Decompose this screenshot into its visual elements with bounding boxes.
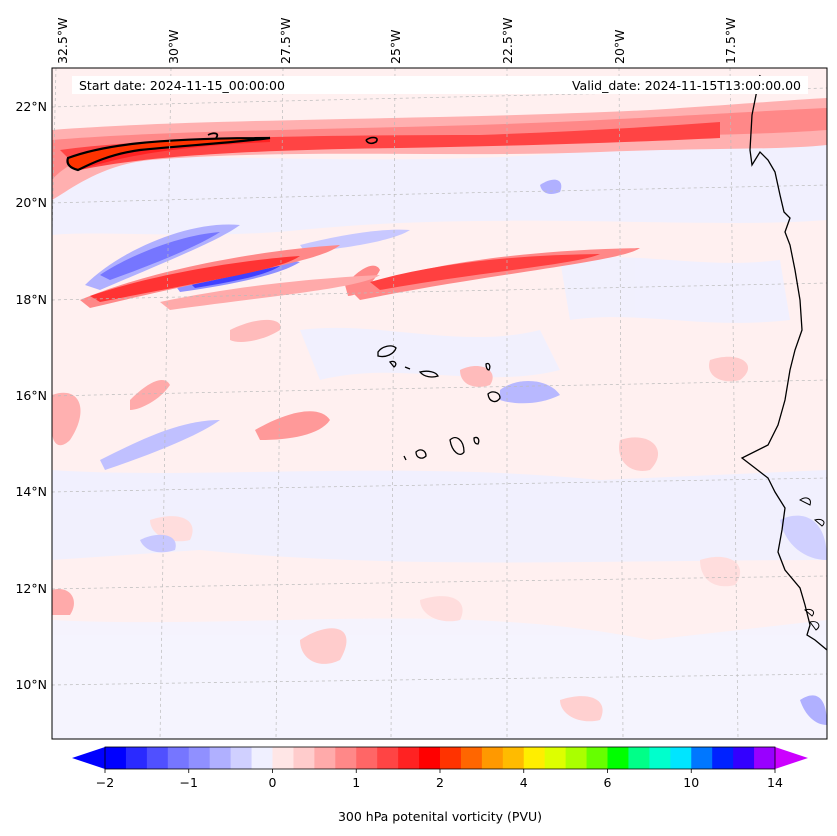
date-banner bbox=[72, 76, 808, 94]
colorbar-extend-high bbox=[775, 747, 808, 769]
colorbar-bin bbox=[146, 747, 169, 769]
map-panel bbox=[52, 68, 827, 739]
lon-label-20w: 20°W bbox=[612, 29, 627, 64]
colorbar-bin bbox=[544, 747, 567, 769]
start-date: Start date: 2024-11-15_00:00:00 bbox=[79, 78, 285, 93]
lat-label-12n: 12°N bbox=[15, 581, 47, 596]
lat-label-22n: 22°N bbox=[15, 99, 47, 114]
lon-label-30w: 30°W bbox=[166, 29, 181, 64]
colorbar-bin bbox=[754, 747, 776, 769]
colorbar-bin bbox=[502, 747, 525, 769]
colorbar-bin bbox=[356, 747, 378, 769]
colorbar-bin bbox=[251, 747, 273, 769]
lon-label-17-5w: 17.5°W bbox=[723, 18, 738, 64]
pv-contour bbox=[66, 136, 271, 172]
colorbar-bins bbox=[105, 747, 776, 769]
colorbar: −2 −1 0 1 2 4 6 10 14 300 hPa potenital vorticit… bbox=[72, 746, 808, 824]
colorbar-label: 300 hPa potenital vorticity (PVU) bbox=[338, 809, 542, 824]
colorbar-bin bbox=[314, 747, 336, 769]
colorbar-tick-label: 1 bbox=[352, 775, 360, 790]
colorbar-bin bbox=[691, 747, 713, 769]
colorbar-bin bbox=[733, 747, 755, 769]
colorbar-bin bbox=[377, 747, 399, 769]
colorbar-tick-label: −1 bbox=[180, 775, 198, 790]
colorbar-tick-label: 0 bbox=[269, 775, 277, 790]
colorbar-bin bbox=[460, 747, 483, 769]
colorbar-extend-low bbox=[72, 747, 105, 769]
colorbar-bin bbox=[419, 747, 441, 769]
colorbar-bin bbox=[440, 747, 462, 769]
pv-field-low bbox=[52, 140, 827, 739]
lon-label-25w: 25°W bbox=[388, 29, 403, 64]
colorbar-tick-label: 2 bbox=[436, 775, 444, 790]
colorbar-tick-label: 6 bbox=[604, 775, 612, 790]
colorbar-bin bbox=[670, 747, 692, 769]
pv-contour-small bbox=[207, 132, 219, 139]
colorbar-bin bbox=[586, 747, 608, 769]
colorbar-bin bbox=[125, 747, 148, 769]
colorbar-bin bbox=[209, 747, 232, 769]
lat-label-10n: 10°N bbox=[15, 677, 47, 692]
lon-label-22-5w: 22.5°W bbox=[500, 18, 515, 64]
cape-verde-islands bbox=[377, 345, 501, 461]
colorbar-bin bbox=[712, 747, 734, 769]
colorbar-bin bbox=[523, 747, 546, 769]
colorbar-tick-label: −2 bbox=[96, 775, 114, 790]
colorbar-bin bbox=[272, 747, 294, 769]
colorbar-bin bbox=[398, 747, 420, 769]
colorbar-bin bbox=[565, 747, 588, 769]
valid-date: Valid_date: 2024-11-15T13:00:00.00 bbox=[572, 78, 801, 93]
colorbar-tick-label: 14 bbox=[767, 775, 783, 790]
lat-label-14n: 14°N bbox=[15, 484, 47, 499]
colorbar-bin bbox=[230, 747, 253, 769]
lat-label-18n: 18°N bbox=[15, 292, 47, 307]
colorbar-bin bbox=[188, 747, 211, 769]
colorbar-bin bbox=[628, 747, 650, 769]
map-frame bbox=[51, 67, 828, 740]
colorbar-bin bbox=[649, 747, 671, 769]
lon-label-27-5w: 27.5°W bbox=[278, 18, 293, 64]
colorbar-bin bbox=[335, 747, 357, 769]
lon-label-32-5w: 32.5°W bbox=[55, 18, 70, 64]
colorbar-bin bbox=[481, 747, 504, 769]
colorbar-bin bbox=[167, 747, 190, 769]
colorbar-tick-label: 4 bbox=[520, 775, 528, 790]
lat-labels: 22°N 20°N 18°N 16°N 14°N 12°N 10°N bbox=[15, 99, 47, 692]
colorbar-bin bbox=[607, 747, 629, 769]
lat-label-20n: 20°N bbox=[15, 195, 47, 210]
colorbar-ticks: −2 −1 0 1 2 4 6 10 14 bbox=[96, 769, 783, 790]
pv-field-pink bbox=[52, 265, 749, 722]
colorbar-tick-label: 10 bbox=[683, 775, 699, 790]
pv-contour-small-2 bbox=[365, 136, 378, 145]
africa-coastline bbox=[740, 74, 827, 651]
lat-label-16n: 16°N bbox=[15, 388, 47, 403]
lon-labels: 32.5°W 30°W 27.5°W 25°W 22.5°W 20°W 17.5… bbox=[55, 18, 738, 64]
bijagos-islands bbox=[799, 497, 825, 631]
colorbar-bin bbox=[105, 747, 127, 769]
colorbar-bin bbox=[293, 747, 315, 769]
